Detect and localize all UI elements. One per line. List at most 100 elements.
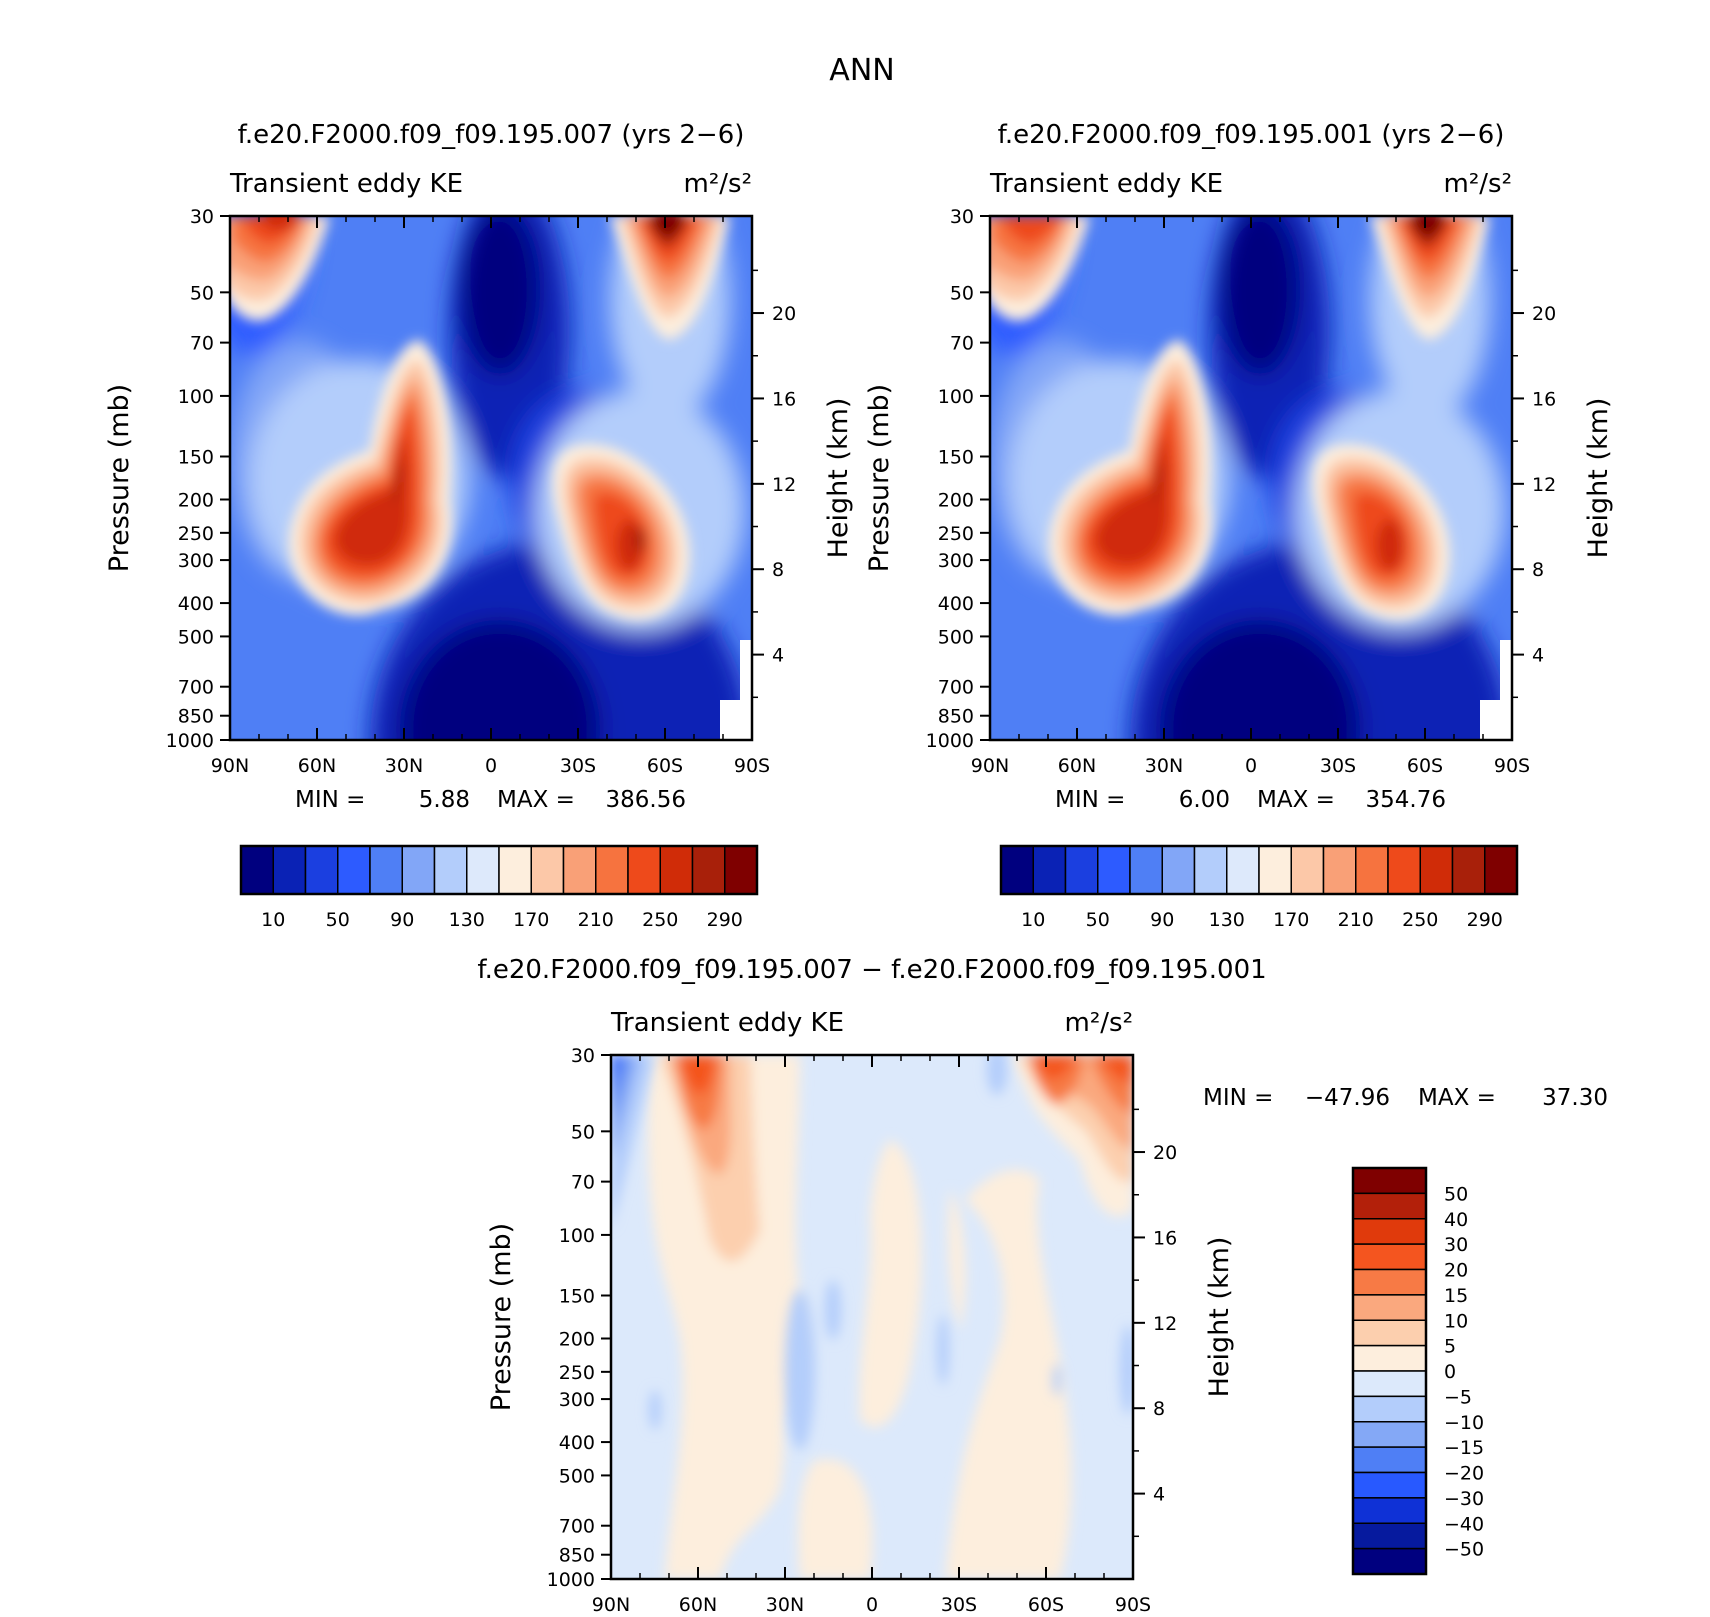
colorbar-label: 10 (261, 909, 285, 931)
max-label: MAX = (1257, 787, 1335, 813)
y2-ticks: 4 8 12 16 20 (1512, 269, 1556, 699)
colorbar-box (1226, 845, 1260, 895)
x-tick-label: 60N (298, 755, 336, 777)
y-tick-label: 300 (178, 550, 214, 572)
y-tick-label: 700 (559, 1516, 595, 1538)
y2-tick-label: 8 (772, 559, 784, 581)
y-tick-label: 30 (190, 206, 214, 228)
y-tick-label: 200 (938, 489, 974, 511)
max-value: 386.56 (606, 787, 686, 813)
colorbar-box (1000, 845, 1034, 895)
x-tick-label: 90S (734, 755, 770, 777)
y-tick-label: 1000 (926, 730, 974, 752)
negative-anomalies (611, 1055, 1133, 1450)
colorbar-label: 210 (1338, 909, 1374, 931)
colorbar-box (1484, 845, 1518, 895)
panel-title: f.e20.F2000.f09_f09.195.007 (yrs 2−6) (238, 120, 745, 150)
colorbar-box (369, 845, 403, 895)
y2-tick-label: 4 (772, 645, 784, 667)
y-tick-label: 500 (559, 1465, 595, 1487)
y-tick-label: 250 (938, 523, 974, 545)
colorbar-label: 50 (326, 909, 350, 931)
x-tick-label: 30S (560, 755, 596, 777)
colorbar-label: 30 (1444, 1234, 1468, 1256)
colorbar-label: 290 (707, 909, 743, 931)
y-axis-label: Pressure (mb) (864, 384, 895, 572)
y-tick-label: 300 (938, 550, 974, 572)
colorbar-label: 15 (1444, 1285, 1468, 1307)
colorbar-box (1352, 1294, 1427, 1321)
colorbar-box (562, 845, 597, 895)
variable-label: Transient eddy KE (989, 169, 1223, 199)
colorbar-box (1387, 845, 1421, 895)
max-value: 37.30 (1542, 1085, 1608, 1111)
colorbar-box (1352, 1370, 1427, 1398)
colorbar-label: 250 (1402, 909, 1438, 931)
panel-diff: f.e20.F2000.f09_f09.195.007 − f.e20.F200… (477, 955, 1608, 1616)
y2-tick-label: 16 (1532, 388, 1556, 410)
y-tick-label: 200 (559, 1328, 595, 1350)
colorbar-box (595, 845, 629, 895)
y-tick-label: 100 (938, 386, 974, 408)
y-tick-label: 250 (178, 523, 214, 545)
y-tick-label: 150 (178, 447, 214, 469)
y-tick-label: 150 (559, 1286, 595, 1308)
y-axis-label: Pressure (mb) (486, 1223, 517, 1411)
colorbar-box (1352, 1547, 1427, 1575)
colorbar-box (466, 845, 500, 895)
x-tick-label: 90N (971, 755, 1009, 777)
colorbar-box (1258, 845, 1292, 895)
colorbar-box (1352, 1167, 1427, 1195)
y2-tick-label: 8 (1532, 559, 1544, 581)
ke-strat-ne (1370, 216, 1490, 340)
colorbar-label: −20 (1444, 1463, 1484, 1485)
y-tick-label: 400 (178, 593, 214, 615)
panel-007: f.e20.F2000.f09_f09.195.007 (yrs 2−6) Tr… (104, 120, 854, 931)
colorbar-box (1352, 1319, 1427, 1347)
x-tick-label: 0 (485, 755, 497, 777)
colorbar-box (401, 845, 436, 895)
y2-axis-label: Height (km) (1204, 1237, 1235, 1398)
y-tick-label: 400 (559, 1432, 595, 1454)
panel-title: f.e20.F2000.f09_f09.195.001 (yrs 2−6) (998, 120, 1505, 150)
units-label: m²/s² (1065, 1008, 1133, 1038)
x-ticks: 90N 60N 30N 0 30S 60S 90S (971, 216, 1530, 777)
y2-ticks: 4 8 12 16 20 (752, 269, 796, 699)
ke-jet-nh (1048, 340, 1212, 616)
colorbar-label: −30 (1444, 1488, 1484, 1510)
colorbar-box (272, 845, 307, 895)
colorbar-box (1064, 845, 1099, 895)
y-tick-label: 100 (559, 1225, 595, 1247)
x-tick-label: 60N (1058, 755, 1096, 777)
colorbar-box (337, 845, 371, 895)
y-tick-label: 1000 (547, 1569, 595, 1591)
x-tick-label: 60S (1028, 1594, 1064, 1616)
y-tick-label: 200 (178, 489, 214, 511)
y-tick-label: 250 (559, 1362, 595, 1384)
y-tick-label: 70 (950, 333, 974, 355)
y2-tick-label: 12 (1532, 474, 1556, 496)
colorbar-box (1193, 845, 1228, 895)
variable-label: Transient eddy KE (610, 1008, 844, 1038)
colorbar-box (1352, 1497, 1427, 1524)
field-plot (230, 216, 752, 740)
colorbar-label: 5 (1444, 1336, 1456, 1358)
max-value: 354.76 (1366, 787, 1446, 813)
y-tick-label: 850 (559, 1545, 595, 1567)
colorbar-label: −50 (1444, 1539, 1484, 1561)
colorbar-box (1352, 1344, 1427, 1372)
colorbar-box (659, 845, 694, 895)
panel-001: f.e20.F2000.f09_f09.195.001 (yrs 2−6) Tr… (864, 120, 1614, 931)
min-value: 5.88 (419, 787, 470, 813)
colorbar-label: 90 (390, 909, 414, 931)
colorbar-box (498, 845, 532, 895)
colorbar-label: 50 (1086, 909, 1110, 931)
y-tick-label: 700 (938, 677, 974, 699)
y-tick-label: 300 (559, 1389, 595, 1411)
y-tick-label: 50 (950, 282, 974, 304)
y-tick-label: 100 (178, 386, 214, 408)
